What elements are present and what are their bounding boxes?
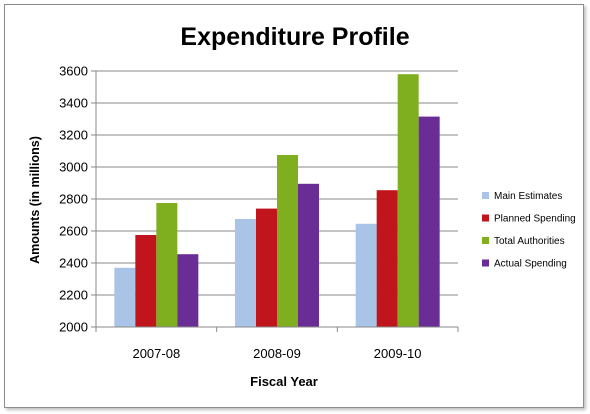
y-axis-label: Amounts (in millions) [28, 136, 42, 264]
y-tick-label: 2400 [59, 256, 88, 271]
legend-label: Actual Spending [494, 259, 567, 270]
y-tick-label: 3400 [59, 96, 88, 111]
x-axis-label: Fiscal Year [250, 374, 318, 389]
bar-planned-spending-2009-10 [376, 190, 398, 327]
legend-swatch [482, 259, 489, 267]
axis-layer: 2000 2200 2400 2600 2800 3000 3200 3400 3600 2007… [59, 64, 459, 361]
chart-svg: Expenditure Profile Amounts (in millions… [28, 23, 576, 389]
bar-actual-spending-2009-10 [418, 116, 440, 327]
legend-swatch [482, 237, 489, 244]
bar-planned-spending-2007-08 [135, 235, 157, 327]
y-tick-label: 2000 [59, 320, 88, 335]
bar-main-estimates-2007-08 [114, 267, 136, 327]
x-tick-label: 2008-09 [253, 346, 301, 361]
chart-frame: Expenditure Profile Amounts (in millions… [4, 4, 584, 408]
bar-actual-spending-2008-09 [298, 183, 319, 327]
bars-layer [114, 74, 440, 327]
y-tick-label: 2200 [59, 288, 88, 303]
legend-label: Total Authorities [494, 236, 565, 247]
x-tick-label: 2009-10 [374, 346, 422, 361]
y-tick-label: 3600 [59, 64, 88, 79]
x-tick-label: 2007-08 [132, 346, 180, 361]
legend-swatch [482, 214, 489, 222]
y-tick-label: 2600 [59, 224, 88, 239]
bar-total-authorities-2008-09 [277, 155, 298, 327]
bar-planned-spending-2008-09 [256, 208, 277, 327]
bar-total-authorities-2007-08 [156, 203, 178, 327]
y-tick-label: 3000 [59, 160, 88, 175]
chart-title: Expenditure Profile [180, 23, 409, 51]
legend-label: Main Estimates [494, 191, 562, 202]
bar-total-authorities-2009-10 [397, 74, 419, 327]
legend-label: Planned Spending [494, 214, 576, 225]
bar-actual-spending-2007-08 [177, 254, 199, 327]
legend: Main Estimates Planned Spending Total Auth… [482, 191, 576, 270]
bar-main-estimates-2009-10 [355, 223, 377, 327]
legend-swatch [482, 192, 489, 199]
bar-main-estimates-2008-09 [235, 219, 256, 327]
y-tick-label: 3200 [59, 128, 88, 143]
y-tick-label: 2800 [59, 192, 88, 207]
